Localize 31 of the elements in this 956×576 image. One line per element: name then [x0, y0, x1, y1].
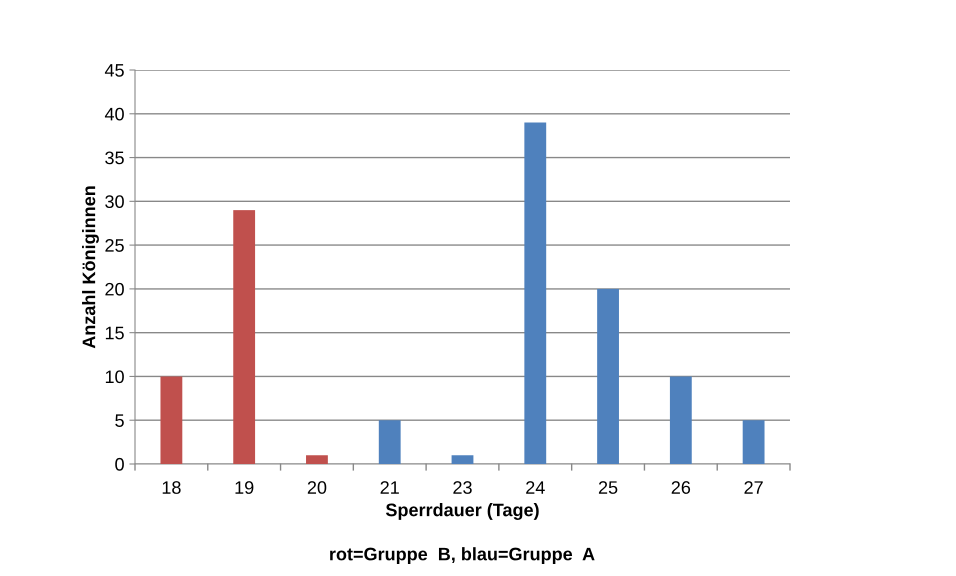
bar	[597, 288, 619, 464]
x-tick-label: 24	[526, 481, 545, 494]
bar	[160, 376, 182, 464]
y-tick-label: 30	[105, 195, 124, 208]
x-tick-label: 20	[308, 481, 326, 494]
x-tick-label: 21	[380, 481, 399, 494]
bar	[524, 122, 546, 464]
bar	[378, 420, 401, 464]
x-tick-label: 27	[744, 481, 763, 494]
bar	[452, 455, 474, 464]
y-axis-title: Anzahl Königinnen	[82, 186, 99, 348]
x-tick-label: 18	[162, 481, 181, 494]
bar	[670, 376, 692, 464]
y-tick-label: 25	[105, 239, 124, 252]
y-tick-label: 10	[106, 370, 124, 384]
bar	[742, 420, 765, 464]
bar	[233, 210, 256, 464]
y-tick-label: 20	[105, 282, 124, 296]
y-tick-label: 5	[115, 414, 124, 427]
bar	[306, 455, 328, 464]
text: rot=Gruppe B, blau=Gruppe A	[330, 547, 595, 564]
y-tick-label: 40	[104, 108, 124, 120]
y-tick-label: 35	[105, 151, 124, 164]
x-axis-title: Sperrdauer (Tage)	[386, 503, 539, 520]
x-tick-label: 19	[236, 481, 254, 494]
x-tick-label: 26	[672, 481, 690, 494]
y-tick-label: 45	[104, 64, 124, 77]
y-tick-label: 0	[115, 458, 124, 471]
x-tick-label: 23	[453, 481, 472, 494]
y-tick-label: 15	[106, 326, 124, 340]
x-tick-label: 25	[598, 481, 618, 494]
